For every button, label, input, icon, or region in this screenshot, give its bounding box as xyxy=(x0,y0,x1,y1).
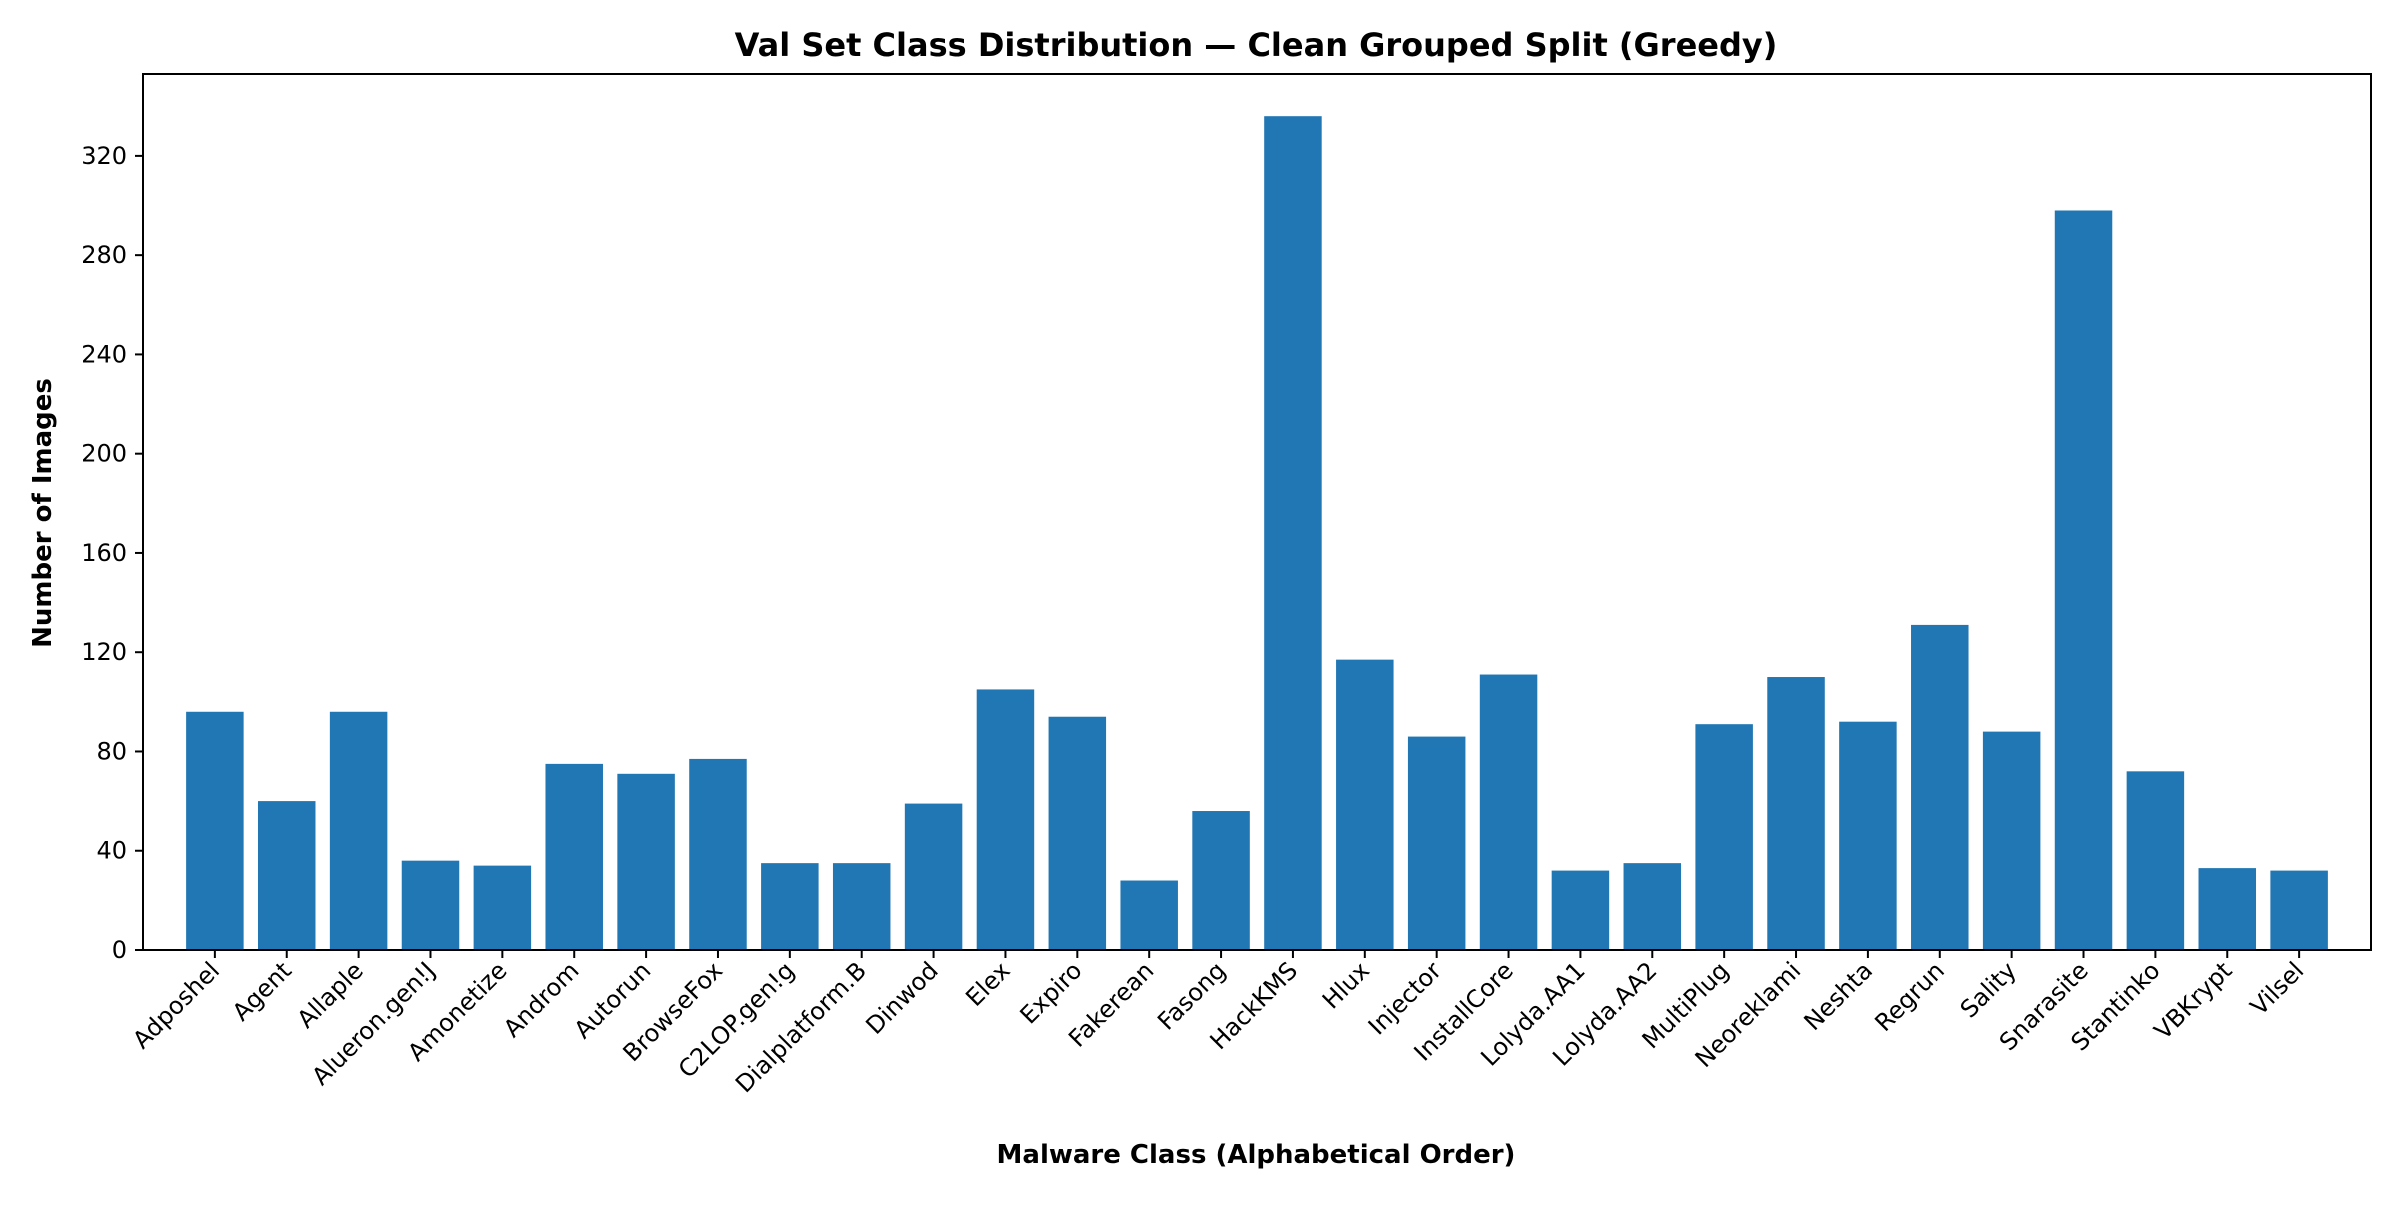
bar-amonetize xyxy=(473,865,532,950)
x-tick-label: Adposhel xyxy=(127,956,225,1054)
x-tick-label: Dialplatform.B xyxy=(730,956,872,1098)
x-tick-label: Agent xyxy=(227,956,297,1026)
x-tick-label: Dinwod xyxy=(860,956,943,1039)
y-tick-label: 200 xyxy=(81,440,127,468)
x-tick-label: Sality xyxy=(1955,956,2022,1023)
y-tick-label: 160 xyxy=(81,539,127,567)
bar-vbkrypt xyxy=(2198,868,2257,950)
bar-sality xyxy=(1982,731,2041,950)
y-tick-label: 0 xyxy=(112,936,127,964)
x-tick-label: Regrun xyxy=(1869,956,1950,1037)
y-tick-label: 120 xyxy=(81,638,127,666)
bar-adposhel xyxy=(186,711,244,950)
bar-snarasite xyxy=(2054,210,2113,951)
x-tick-label: Vilsel xyxy=(2245,956,2309,1020)
x-tick-label: Alueron.gen!J xyxy=(306,956,440,1090)
x-axis-ticks: Adposhel AgentAllapleAlueron.gen!JAmoneti… xyxy=(127,950,2309,1098)
bar-elex xyxy=(976,689,1035,950)
bar-lolyda-aa1 xyxy=(1551,870,1610,950)
bar-androm xyxy=(545,763,603,950)
x-tick-label: Neshta xyxy=(1799,956,1879,1036)
bar-multiplug xyxy=(1695,724,1753,950)
y-axis-label: Number of Images xyxy=(28,378,58,648)
bar-allaple xyxy=(329,711,388,950)
bar-expiro xyxy=(1048,716,1107,950)
bar-dinwod xyxy=(904,803,963,950)
bar-hlux xyxy=(1336,659,1394,950)
y-tick-label: 40 xyxy=(96,837,127,865)
bar-regrun xyxy=(1911,624,1969,950)
bar-neoreklami xyxy=(1767,677,1825,950)
plot-frame xyxy=(142,73,2372,951)
x-tick-label: VBKrypt xyxy=(2149,956,2238,1045)
y-tick-label: 320 xyxy=(81,142,127,170)
x-axis-label: Malware Class (Alphabetical Order) xyxy=(997,1140,1516,1170)
x-tick-label: Hlux xyxy=(1317,956,1375,1014)
chart-title: Val Set Class Distribution — Clean Group… xyxy=(735,26,1778,64)
bar-fakerean xyxy=(1120,880,1178,950)
x-tick-label: Androm xyxy=(498,956,584,1042)
y-axis-ticks: 0 40 80 120 160 200 240 280 320 xyxy=(81,142,143,964)
bar-agent xyxy=(257,801,316,950)
bar-c2lop-gen-g xyxy=(761,863,819,950)
bar-fasong xyxy=(1192,811,1250,950)
y-tick-label: 80 xyxy=(96,737,127,765)
bar-stantinko xyxy=(2126,771,2185,950)
bar-browsefox xyxy=(689,758,747,950)
bar-alueron-gen-j xyxy=(401,860,460,950)
bar-hackkms xyxy=(1264,116,1322,950)
x-tick-label: Elex xyxy=(960,956,1015,1011)
bars-group xyxy=(186,116,2328,951)
bar-vilsel xyxy=(2270,870,2328,950)
bar-autorun xyxy=(617,773,675,950)
bar-installcore xyxy=(1479,674,1538,950)
bar-neshta xyxy=(1839,721,1897,950)
y-tick-label: 240 xyxy=(81,340,127,368)
bar-lolyda-aa2 xyxy=(1623,863,1682,950)
bar-dialplatform-b xyxy=(832,863,891,950)
y-tick-label: 280 xyxy=(81,241,127,269)
bar-injector xyxy=(1407,736,1466,950)
